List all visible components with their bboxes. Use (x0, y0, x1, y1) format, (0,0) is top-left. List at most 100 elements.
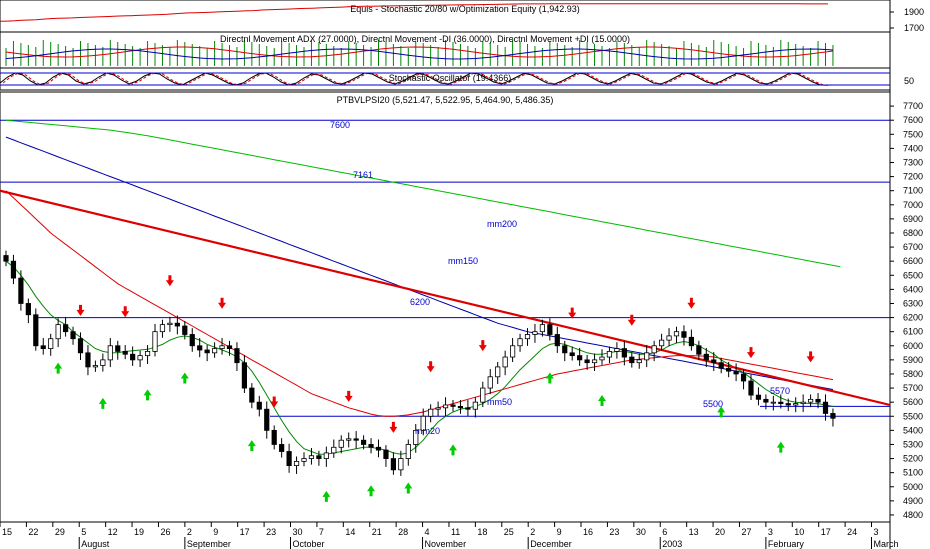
y-tick-label: 5700 (903, 383, 923, 393)
x-tick-label: 18 (477, 527, 487, 537)
candle-body (279, 444, 285, 452)
candle-body (398, 458, 404, 471)
x-tick-label: 16 (583, 527, 593, 537)
x-tick-label: 7 (319, 527, 324, 537)
y-tick-label: 6100 (903, 327, 923, 337)
x-tick-label: 20 (715, 527, 725, 537)
level-label-5500: 5500 (703, 399, 723, 409)
candle-body (562, 345, 568, 354)
candle-body (249, 387, 255, 403)
candle-body (681, 331, 687, 338)
candles-layer (3, 250, 836, 476)
candle-body (204, 349, 210, 354)
x-tick-label: 19 (134, 527, 144, 537)
candle-body (755, 394, 762, 400)
sell-arrow (121, 306, 130, 318)
candle-body (85, 352, 91, 368)
candle-body (241, 362, 247, 389)
sell-arrow (687, 297, 696, 309)
candle-body (644, 352, 650, 361)
buy-arrow (545, 372, 554, 384)
x-tick-label: 3 (874, 527, 879, 537)
candle-body (77, 338, 84, 354)
candle-body (308, 455, 315, 459)
x-tick-label: 13 (689, 527, 699, 537)
x-tick-label: 14 (345, 527, 355, 537)
annotation-mm200: mm200 (487, 219, 517, 229)
sell-arrow (165, 275, 174, 287)
dmi-title: Directnl Movement ADX (27.0000), Directn… (220, 34, 630, 44)
candle-body (822, 401, 829, 414)
equity-tick-1700: 1700 (904, 23, 924, 33)
candle-body (234, 348, 240, 364)
candle-body (472, 401, 478, 410)
sell-arrow (389, 421, 398, 433)
candle-body (524, 334, 531, 340)
y-tick-label: 7400 (903, 143, 923, 153)
candle-body (211, 348, 218, 354)
x-tick-label: 30 (636, 527, 646, 537)
candle-body (368, 444, 374, 448)
candle-body (830, 413, 836, 419)
candle-body (621, 348, 627, 358)
candle-body (584, 359, 590, 364)
candle-body (495, 366, 501, 378)
candle-body (152, 331, 158, 352)
y-tick-label: 6000 (903, 341, 923, 351)
y-tick-label: 5200 (903, 454, 923, 464)
sell-arrow (627, 314, 636, 326)
stoch-layer (0, 72, 890, 86)
candle-body (271, 429, 277, 445)
x-tick-label: 17 (821, 527, 831, 537)
level-label-5570: 5570 (770, 386, 790, 396)
sell-arrow (426, 361, 435, 373)
buy-arrow (322, 490, 331, 502)
candle-body (599, 356, 605, 361)
candle-body (18, 277, 24, 304)
candle-body (532, 331, 538, 335)
candle-body (197, 345, 203, 351)
candle-body (264, 408, 270, 431)
candle-body (316, 455, 322, 459)
candle-body (651, 345, 657, 354)
month-label: November (425, 539, 467, 549)
candle-body (487, 376, 493, 389)
candle-body (25, 303, 31, 316)
x-tick-label: 21 (372, 527, 382, 537)
candle-body (785, 403, 791, 406)
candle-body (286, 451, 292, 467)
candle-body (606, 351, 613, 358)
y-tick-label: 6400 (903, 284, 923, 294)
candle-body (800, 401, 806, 404)
candle-body (808, 398, 814, 403)
candle-body (577, 355, 583, 361)
dmi-panel (0, 31, 891, 69)
stoch-tick-50: 50 (904, 76, 914, 86)
candle-body (70, 331, 76, 340)
buy-arrow (404, 482, 413, 494)
stoch-d-line (2, 72, 832, 86)
candle-body (554, 334, 560, 347)
y-tick-label: 5000 (903, 482, 923, 492)
candle-body (338, 439, 344, 448)
candle-body (547, 324, 553, 335)
x-axis-layer: 15 22 29 5 12 19 26 2 9 17 23 30 7 14 21 28 4 11 18 25 2 9 16 2… (0, 522, 899, 549)
y-tick-label: 6600 (903, 256, 923, 266)
x-tick-label: 11 (451, 527, 460, 537)
x-tick-label: 30 (293, 527, 303, 537)
sell-arrow (806, 351, 815, 363)
plus-di-line (5, 48, 834, 60)
candle-body (502, 356, 508, 368)
y-tick-label: 5800 (903, 369, 923, 379)
month-label: 2003 (662, 539, 682, 549)
moving-averages-layer (0, 119, 891, 455)
candle-body (696, 345, 702, 355)
x-tick-label: 23 (609, 527, 619, 537)
month-label: October (293, 539, 325, 549)
x-tick-label: 29 (55, 527, 65, 537)
candle-body (748, 380, 754, 396)
buy-arrow (776, 441, 785, 453)
y-tick-label: 5900 (903, 355, 923, 365)
month-label: March (874, 539, 899, 549)
